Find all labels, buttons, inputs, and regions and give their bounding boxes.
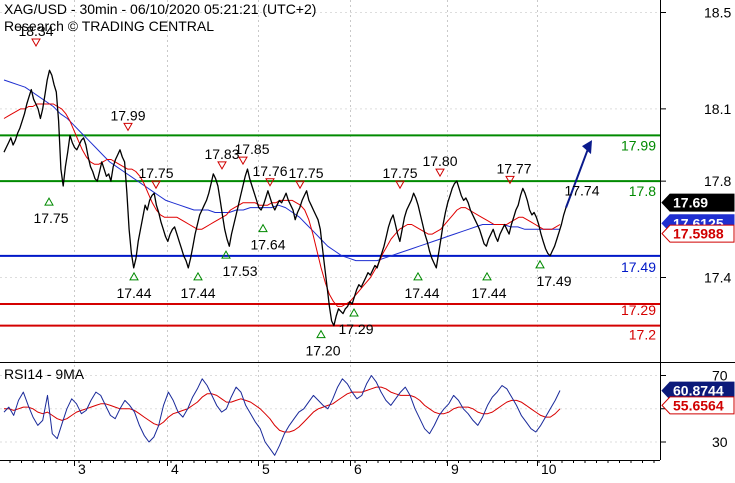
low-marker — [193, 271, 203, 281]
level-label-target: 17.2 — [629, 327, 656, 343]
high-marker — [295, 180, 305, 190]
high-marker — [31, 38, 41, 48]
price-tick-label: 18.5 — [704, 5, 731, 21]
time-tick-label: 5 — [262, 461, 270, 477]
ma-fast-line — [3, 103, 561, 307]
time-tick-label: 4 — [171, 461, 179, 477]
high-marker — [265, 178, 275, 187]
high-label: 17.75 — [288, 165, 323, 181]
price-tick-label: 18.1 — [704, 101, 731, 117]
price-tick-label: 17.8 — [704, 173, 731, 189]
low-label: 17.44 — [471, 285, 506, 301]
low-marker — [349, 307, 359, 317]
low-marker — [413, 271, 423, 281]
high-marker — [217, 161, 227, 170]
high-label: 17.80 — [422, 153, 457, 169]
price-line — [3, 69, 567, 327]
high-marker — [238, 156, 248, 166]
projection-arrow — [565, 145, 590, 208]
high-label: 17.85 — [234, 141, 269, 157]
rsi-badge-label-rsi-ma: 55.6564 — [673, 397, 724, 413]
rsi-tick-label: 30 — [712, 434, 728, 450]
rsi-tick-label: 70 — [712, 368, 728, 384]
projection-arrowhead — [582, 140, 592, 155]
rsi-title: RSI14 - 9MA — [4, 366, 85, 382]
high-marker — [151, 180, 161, 190]
low-marker — [221, 250, 231, 259]
price-tick-label: 17.4 — [704, 270, 731, 286]
low-label: 17.29 — [338, 321, 373, 337]
low-marker — [316, 329, 326, 339]
level-label-resistance: 17.99 — [621, 137, 656, 153]
low-marker — [44, 197, 54, 206]
high-marker — [435, 168, 445, 178]
time-tick-label: 9 — [451, 461, 459, 477]
low-label: 17.44 — [404, 285, 439, 301]
high-label: 17.76 — [252, 163, 287, 179]
chart-title: XAG/USD - 30min - 06/10/2020 05:21:21 (U… — [4, 1, 316, 17]
rsi-badge-rsi-ma — [661, 396, 735, 415]
chart-credit: Research © TRADING CENTRAL — [4, 18, 214, 34]
high-marker — [123, 122, 133, 132]
low-label: 17.20 — [305, 343, 340, 359]
rsi-line — [3, 375, 561, 456]
high-label: 17.77 — [496, 160, 531, 176]
time-tick-label: 3 — [78, 461, 86, 477]
high-label: 17.75 — [138, 165, 173, 181]
low-label: 17.75 — [33, 210, 68, 226]
low-marker — [535, 259, 545, 269]
level-label-resistance: 17.8 — [629, 183, 656, 199]
low-label: 17.49 — [536, 273, 571, 289]
rsi-ma-line — [4, 386, 561, 433]
high-marker — [505, 175, 515, 185]
level-label-target: 17.29 — [621, 302, 656, 318]
low-marker — [258, 223, 268, 233]
low-marker — [129, 271, 139, 281]
high-label: 17.83 — [204, 146, 239, 162]
high-label: 17.99 — [110, 107, 145, 123]
badge-label-last: 17.69 — [673, 195, 708, 211]
low-label: 17.44 — [180, 285, 215, 301]
badge-ma-fast — [661, 224, 735, 243]
high-label: 17.75 — [382, 165, 417, 181]
badge-last — [661, 193, 735, 212]
ma-slow-line — [3, 79, 560, 262]
low-marker — [482, 271, 492, 281]
rsi-badge-label-rsi: 60.8744 — [673, 383, 724, 399]
level-label-support: 17.49 — [621, 259, 656, 275]
high-marker — [395, 180, 405, 190]
time-tick-label: 10 — [541, 461, 557, 477]
low-label: 17.44 — [116, 285, 151, 301]
high-label: 18.34 — [18, 23, 53, 39]
low-label: 17.64 — [250, 237, 285, 253]
time-tick-label: 6 — [354, 461, 362, 477]
badge-label-ma-fast: 17.5988 — [673, 226, 724, 242]
low-label: 17.53 — [222, 263, 257, 279]
price-annotation: 17.74 — [564, 183, 599, 199]
